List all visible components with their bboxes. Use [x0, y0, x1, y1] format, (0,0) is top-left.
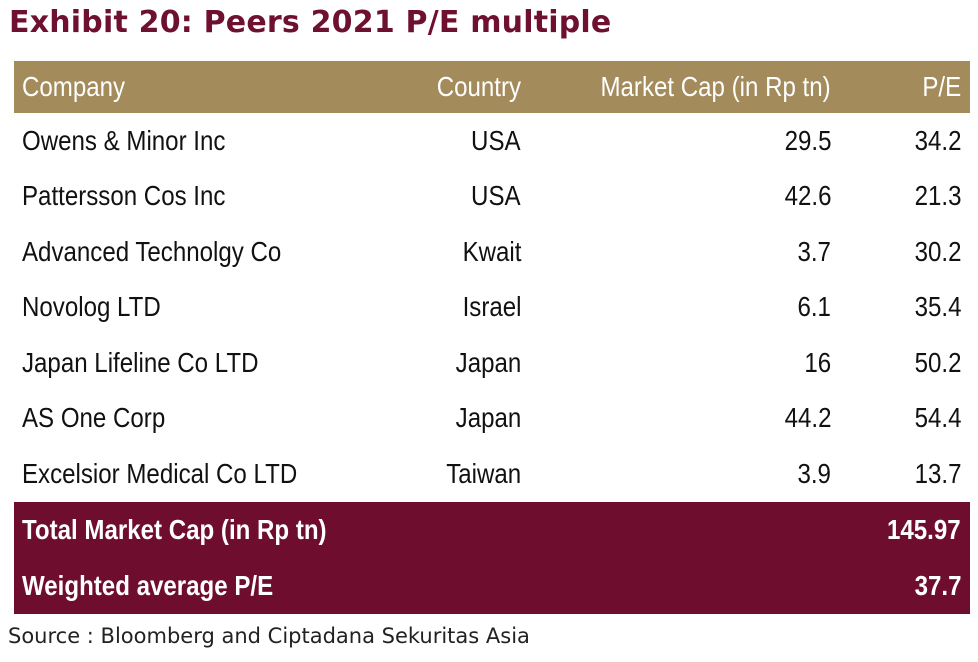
cell-market-cap: 44.2 — [784, 402, 831, 434]
cell-market-cap: 16 — [804, 346, 831, 378]
cell-country: Israel — [462, 291, 521, 323]
header-country: Country — [436, 71, 521, 102]
table-row: Japan Lifeline Co LTD Japan 16 50.2 — [14, 335, 970, 391]
cell-pe: 35.4 — [914, 291, 961, 323]
cell-market-cap: 42.6 — [784, 180, 831, 212]
cell-market-cap: 6.1 — [797, 291, 831, 323]
cell-company: Owens & Minor Inc — [22, 124, 226, 156]
cell-company: Excelsior Medical Co LTD — [22, 457, 298, 489]
header-pe: P/E — [922, 71, 961, 102]
table-row: Excelsior Medical Co LTD Taiwan 3.9 13.7 — [14, 446, 970, 502]
cell-pe: 21.3 — [914, 180, 961, 212]
cell-country: USA — [471, 180, 521, 212]
summary-label: Weighted average P/E — [22, 569, 274, 601]
table-header-row: Company Country Market Cap (in Rp tn) P/… — [14, 61, 970, 113]
cell-country: Taiwan — [446, 457, 521, 489]
cell-country: Japan — [455, 346, 521, 378]
cell-company: Pattersson Cos Inc — [22, 180, 226, 212]
cell-company: Advanced Technolgy Co — [22, 235, 282, 267]
exhibit-title: Exhibit 20: Peers 2021 P/E multiple — [9, 5, 612, 40]
table-row: AS One Corp Japan 44.2 54.4 — [14, 391, 970, 447]
table-row: Novolog LTD Israel 6.1 35.4 — [14, 280, 970, 336]
table-row: Pattersson Cos Inc USA 42.6 21.3 — [14, 169, 970, 225]
cell-company: AS One Corp — [22, 402, 166, 434]
cell-pe: 13.7 — [914, 457, 961, 489]
summary-row-total-market-cap: Total Market Cap (in Rp tn) 145.97 — [14, 501, 970, 558]
cell-country: Japan — [455, 402, 521, 434]
cell-country: USA — [471, 124, 521, 156]
header-company: Company — [22, 71, 126, 102]
summary-label: Total Market Cap (in Rp tn) — [22, 513, 327, 545]
table-row: Advanced Technolgy Co Kwait 3.7 30.2 — [14, 224, 970, 280]
table-row: Owens & Minor Inc USA 29.5 34.2 — [14, 113, 970, 169]
peers-pe-table: Company Country Market Cap (in Rp tn) P/… — [14, 61, 970, 614]
cell-country: Kwait — [462, 235, 521, 267]
cell-market-cap: 3.7 — [797, 235, 831, 267]
cell-pe: 54.4 — [914, 402, 961, 434]
cell-market-cap: 3.9 — [797, 457, 831, 489]
cell-pe: 30.2 — [914, 235, 961, 267]
cell-pe: 50.2 — [914, 346, 961, 378]
summary-row-weighted-pe: Weighted average P/E 37.7 — [14, 557, 970, 614]
header-market-cap: Market Cap (in Rp tn) — [600, 71, 831, 102]
cell-company: Japan Lifeline Co LTD — [22, 346, 259, 378]
cell-pe: 34.2 — [914, 124, 961, 156]
summary-value: 37.7 — [914, 569, 961, 601]
summary-value: 145.97 — [887, 513, 961, 545]
cell-market-cap: 29.5 — [784, 124, 831, 156]
source-note: Source : Bloomberg and Ciptadana Sekurit… — [8, 624, 530, 648]
cell-company: Novolog LTD — [22, 291, 161, 323]
